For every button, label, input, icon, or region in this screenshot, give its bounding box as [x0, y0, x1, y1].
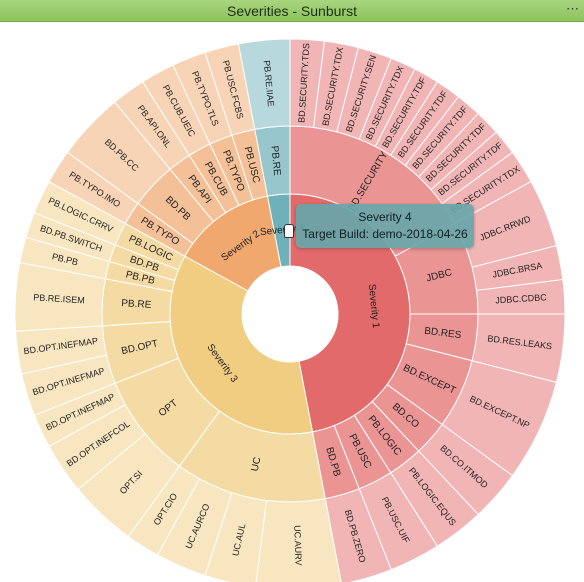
- sunburst-arc-pb-re-iiae[interactable]: [237, 38, 291, 130]
- sunburst-center-hole: [242, 266, 338, 362]
- sunburst-label-pb-re-iiae: PB.RE.IIAE: [262, 60, 276, 107]
- ellipsis-icon[interactable]: ⋯: [566, 1, 579, 16]
- sunburst-label-jdbc-cdbc: JDBC.CDBC: [495, 292, 548, 305]
- sunburst-label-uc-aurv: UC.AURV: [292, 525, 303, 566]
- sunburst-label-pb-re-isem: PB.RE.ISEM: [33, 292, 85, 305]
- tooltip-title: Severity 4: [358, 210, 412, 224]
- panel-header: Severities - Sunburst ⋯: [0, 0, 584, 22]
- sunburst-label-severity-1: Severity 1: [366, 283, 381, 329]
- chart-tooltip: Severity 4 Target Build: demo-2018-04-26: [296, 204, 474, 248]
- sunburst-label-bd-res: BD.RES: [424, 326, 463, 342]
- tooltip-detail: Target Build: demo-2018-04-26: [302, 227, 468, 241]
- sunburst-label-uc: UC: [250, 456, 264, 473]
- mouse-pointer-icon: [284, 224, 294, 238]
- sunburst-label-pb-re: PB.RE: [268, 145, 282, 176]
- sunburst-label-bd-security-tds: BD.SECURITY.TDS: [296, 43, 311, 123]
- panel-title: Severities - Sunburst: [227, 3, 357, 19]
- sunburst-label-pb-re: PB.RE: [121, 298, 152, 311]
- sunburst-chart-area: Severity 1 BD.SECURITY BD.SECURITY.TDS BD.S…: [0, 22, 584, 582]
